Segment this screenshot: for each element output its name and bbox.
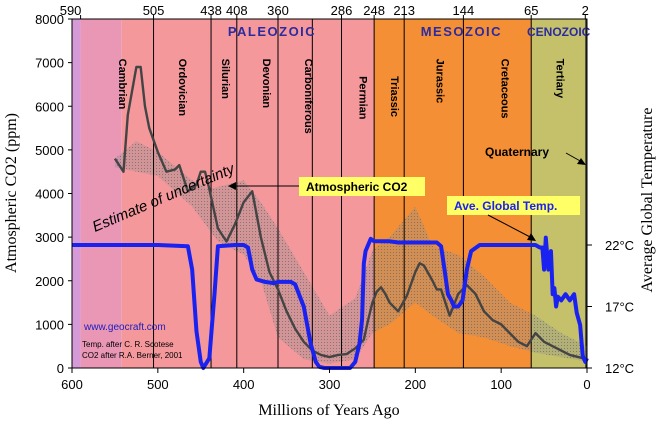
y-tick-label: 1000	[35, 317, 64, 332]
temp-label-box	[447, 196, 580, 215]
quaternary-arrow	[565, 152, 583, 163]
temp-label-arrowhead	[527, 233, 536, 241]
period-label-jurassic: Jurassic	[434, 59, 446, 104]
quaternary-label: Quaternary	[485, 145, 549, 159]
precambrian-band	[72, 19, 81, 368]
x-tick-label: 200	[404, 377, 426, 392]
top-tick-label: 408	[226, 3, 248, 18]
y-tick-label: 8000	[35, 12, 64, 27]
period-label-ordovician: Ordovician	[176, 59, 188, 117]
website-label: www.geocraft.com	[83, 322, 166, 333]
period-label-silurian: Silurian	[219, 59, 231, 100]
y-axis-title-right: Average Global Temperature	[639, 108, 656, 293]
uncertainty-band	[114, 141, 588, 364]
era-label-cenozoic: CENOZOIC	[527, 25, 591, 39]
co2-label-arrowhead	[228, 182, 236, 190]
temp-tick-label: 22°C	[605, 238, 634, 253]
quaternary-arrowhead	[577, 158, 586, 165]
temp-label-text: Ave. Global Temp.	[454, 199, 557, 213]
period-label-triassic: Triassic	[388, 76, 400, 117]
co2-series-line	[113, 65, 588, 361]
top-tick-label: 505	[143, 3, 165, 18]
period-label-devonian: Devonian	[260, 59, 272, 109]
top-tick-label: 144	[453, 3, 475, 18]
y-tick-label: 5000	[35, 143, 64, 158]
x-tick-label: 100	[490, 377, 512, 392]
y-tick-label: 4000	[35, 187, 64, 202]
period-label-permian: Permian	[356, 76, 368, 120]
period-label-cretaceous: Cretaceous	[499, 59, 511, 119]
top-tick-label: 286	[331, 3, 353, 18]
co2-label-box	[299, 177, 425, 196]
x-tick-label: 500	[147, 377, 169, 392]
temperature-series-line	[72, 235, 589, 370]
top-tick-label: 65	[524, 3, 538, 18]
top-tick-label: 438	[200, 3, 222, 18]
late-precambrian-band	[80, 19, 122, 368]
y-tick-label: 7000	[35, 56, 64, 71]
top-tick-label: 248	[363, 3, 385, 18]
period-label-cambrian: Cambrian	[116, 59, 128, 110]
x-tick-label: 400	[233, 377, 255, 392]
temp-label-arrow	[487, 214, 533, 239]
top-tick-label: 590	[60, 3, 82, 18]
x-tick-label: 300	[319, 377, 341, 392]
top-tick-label: 360	[267, 3, 289, 18]
co2-label-text: Atmospheric CO2	[306, 180, 408, 194]
temp-tick-label: 17°C	[605, 300, 634, 315]
y-tick-label: 3000	[35, 230, 64, 245]
credit-temperature: Temp. after C. R. Scotese	[82, 340, 174, 349]
top-tick-label: 2	[582, 3, 589, 18]
temp-tick-label: 12°C	[605, 361, 634, 376]
top-tick-label: 213	[393, 3, 415, 18]
y-axis-title-left: Atmospheric CO2 (ppm)	[3, 113, 20, 273]
x-axis-title: Millions of Years Ago	[258, 402, 399, 419]
credit-co2: CO2 after R.A. Berner, 2001	[82, 351, 183, 360]
y-tick-label: 2000	[35, 274, 64, 289]
period-label-tertiary: Tertiary	[554, 59, 566, 99]
quaternary-band	[585, 19, 587, 368]
period-label-carboniferous: Carboniferous	[302, 59, 314, 134]
era-label-paleozoic: PALEOZOIC	[228, 24, 316, 39]
y-tick-label: 0	[57, 361, 64, 376]
y-tick-label: 6000	[35, 99, 64, 114]
x-tick-label: 600	[61, 377, 83, 392]
era-label-mesozoic: MESOZOIC	[421, 24, 502, 39]
x-tick-label: 0	[583, 377, 590, 392]
